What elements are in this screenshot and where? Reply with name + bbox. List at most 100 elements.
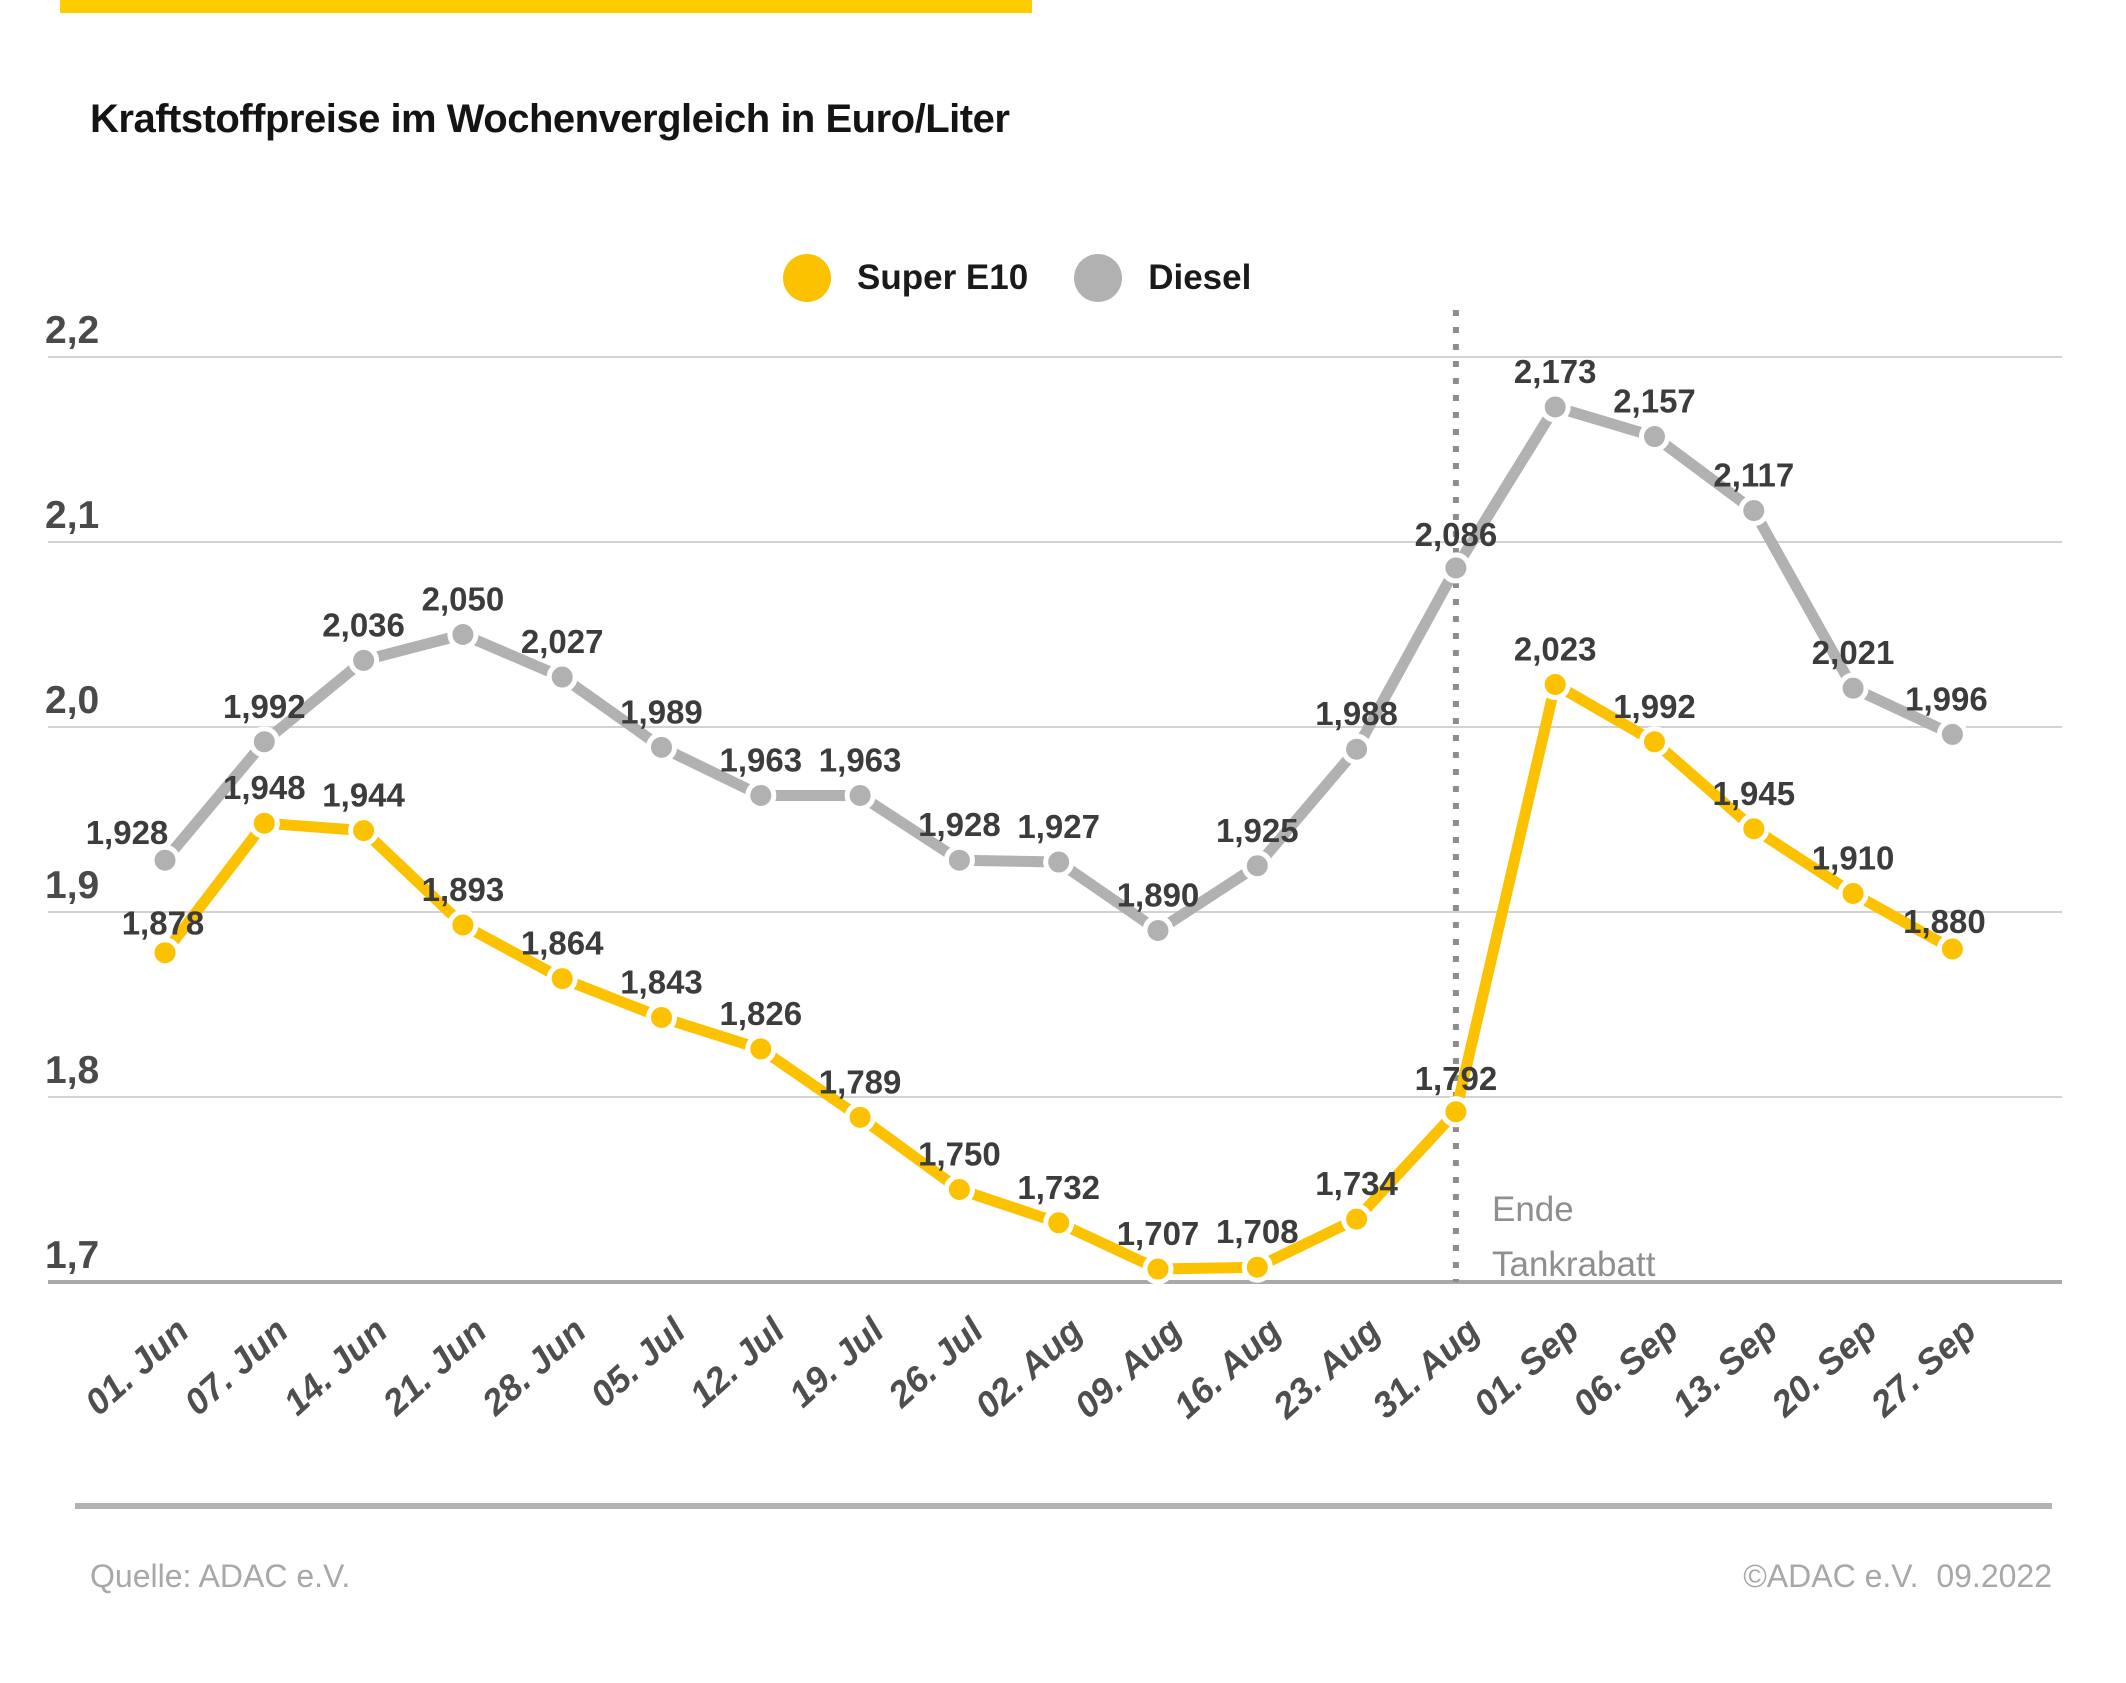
diesel-data-label: 1,988 bbox=[1315, 695, 1398, 732]
diesel-data-point bbox=[1043, 846, 1075, 878]
super-e10-data-point bbox=[348, 815, 380, 847]
x-axis-label: 01. Jun bbox=[77, 1309, 197, 1422]
super-e10-data-label: 1,893 bbox=[422, 871, 505, 908]
diesel-data-point bbox=[546, 661, 578, 693]
diesel-data-label: 2,027 bbox=[521, 623, 604, 660]
legend-label-diesel: Diesel bbox=[1148, 258, 1252, 297]
super-e10-data-label: 1,880 bbox=[1903, 903, 1986, 940]
super-e10-data-point bbox=[248, 807, 280, 839]
y-axis-label: 1,9 bbox=[45, 864, 99, 907]
diesel-data-point bbox=[1639, 421, 1670, 453]
super-e10-data-point bbox=[1936, 933, 1968, 965]
diesel-data-point bbox=[447, 619, 479, 650]
diesel-data-label: 1,927 bbox=[1017, 808, 1100, 845]
super-e10-data-point bbox=[1539, 668, 1571, 700]
super-e10-data-point bbox=[1241, 1251, 1273, 1283]
diesel-data-label: 1,989 bbox=[620, 693, 703, 730]
diesel-data-label: 1,925 bbox=[1216, 812, 1299, 849]
super-e10-data-label: 1,826 bbox=[720, 995, 803, 1032]
annotation-line-2: Tankrabatt bbox=[1492, 1245, 1656, 1284]
diesel-data-label: 1,928 bbox=[86, 814, 169, 851]
annotation-line-1: Ende bbox=[1492, 1190, 1574, 1229]
super-e10-data-label: 1,789 bbox=[819, 1063, 902, 1100]
diesel-data-label: 2,050 bbox=[422, 581, 505, 618]
y-axis-label: 1,7 bbox=[45, 1234, 99, 1277]
diesel-data-label: 2,086 bbox=[1415, 516, 1498, 553]
diesel-data-label: 2,157 bbox=[1613, 383, 1696, 420]
x-axis-label: 19. Jul bbox=[781, 1309, 892, 1415]
x-axis-label: 07. Jun bbox=[176, 1309, 296, 1422]
x-axis-label: 31. Aug bbox=[1364, 1309, 1487, 1426]
super-e10-data-point bbox=[646, 1001, 677, 1033]
x-axis-label: 02. Aug bbox=[967, 1309, 1090, 1426]
diesel-data-point bbox=[745, 779, 777, 811]
super-e10-data-point bbox=[1043, 1207, 1075, 1239]
diesel-data-label: 2,036 bbox=[322, 606, 405, 643]
x-axis-label: 06. Sep bbox=[1565, 1309, 1686, 1424]
x-axis-label: 27. Sep bbox=[1862, 1309, 1984, 1425]
diesel-data-point bbox=[1936, 718, 1968, 750]
super-e10-data-label: 1,708 bbox=[1216, 1213, 1299, 1250]
super-e10-data-point bbox=[447, 909, 479, 941]
x-axis-label: 12. Jul bbox=[681, 1309, 792, 1415]
y-axis-label: 2,0 bbox=[45, 679, 99, 722]
super-e10-data-label: 1,707 bbox=[1117, 1215, 1200, 1252]
diesel-data-label: 2,173 bbox=[1514, 353, 1597, 390]
super-e10-legend-dot-icon bbox=[783, 254, 831, 302]
super-e10-data-point bbox=[1341, 1203, 1373, 1235]
super-e10-data-label: 1,992 bbox=[1613, 688, 1696, 725]
super-e10-data-label: 1,732 bbox=[1017, 1169, 1100, 1206]
x-axis-label: 21. Jun bbox=[374, 1309, 494, 1423]
chart-legend: Super E10 Diesel bbox=[783, 254, 1251, 302]
super-e10-data-label: 1,750 bbox=[918, 1136, 1001, 1173]
page-title: Kraftstoffpreise im Wochenvergleich in E… bbox=[90, 97, 1010, 141]
diesel-data-point bbox=[149, 844, 181, 876]
y-axis-label: 1,8 bbox=[45, 1049, 99, 1092]
super-e10-data-label: 1,792 bbox=[1415, 1060, 1498, 1097]
super-e10-data-label: 1,843 bbox=[620, 963, 703, 1000]
super-e10-data-label: 1,878 bbox=[122, 905, 205, 942]
super-e10-data-point bbox=[1738, 813, 1770, 845]
diesel-data-label: 1,928 bbox=[918, 806, 1001, 843]
super-e10-data-point bbox=[1440, 1096, 1472, 1128]
x-axis-label: 01. Sep bbox=[1465, 1309, 1586, 1424]
diesel-data-point bbox=[1341, 733, 1373, 765]
x-axis-label: 05. Jul bbox=[582, 1309, 693, 1415]
diesel-data-point bbox=[1539, 391, 1571, 423]
diesel-data-point bbox=[1142, 915, 1174, 946]
diesel-data-label: 1,992 bbox=[223, 688, 306, 725]
diesel-data-point bbox=[1837, 672, 1869, 704]
diesel-data-label: 1,996 bbox=[1905, 680, 1988, 717]
super-e10-data-label: 1,910 bbox=[1812, 840, 1895, 877]
y-axis-label: 2,1 bbox=[45, 494, 99, 537]
x-axis-label: 09. Aug bbox=[1066, 1309, 1189, 1426]
diesel-data-point bbox=[348, 644, 380, 676]
x-axis-label: 28. Jun bbox=[473, 1309, 593, 1423]
super-e10-data-point bbox=[943, 1174, 975, 1205]
super-e10-data-label: 1,948 bbox=[223, 769, 306, 806]
x-axis-label: 13. Sep bbox=[1664, 1309, 1785, 1424]
footer-source: Quelle: ADAC e.V. bbox=[90, 1558, 351, 1594]
y-axis-label: 2,2 bbox=[45, 309, 99, 352]
diesel-data-point bbox=[844, 779, 876, 811]
diesel-data-label: 2,021 bbox=[1812, 634, 1895, 671]
super-e10-data-point bbox=[745, 1033, 777, 1065]
diesel-data-label: 1,963 bbox=[819, 741, 902, 778]
diesel-data-point bbox=[646, 731, 677, 763]
super-e10-data-point bbox=[1639, 726, 1670, 758]
diesel-data-label: 1,890 bbox=[1117, 877, 1200, 914]
diesel-data-label: 2,117 bbox=[1713, 457, 1794, 494]
x-axis-label: 20. Sep bbox=[1763, 1309, 1885, 1425]
x-axis-label: 23. Aug bbox=[1264, 1309, 1388, 1426]
tankrabatt-annotation: Ende Tankrabatt bbox=[1492, 1182, 1655, 1292]
diesel-data-label: 1,963 bbox=[720, 741, 803, 778]
footer-divider bbox=[75, 1503, 2052, 1509]
x-axis-label: 14. Jun bbox=[275, 1309, 395, 1422]
diesel-data-point bbox=[943, 844, 975, 876]
super-e10-data-point bbox=[844, 1101, 876, 1133]
diesel-data-point bbox=[1241, 850, 1273, 882]
super-e10-data-label: 1,945 bbox=[1713, 775, 1796, 812]
super-e10-data-label: 1,944 bbox=[322, 777, 405, 814]
